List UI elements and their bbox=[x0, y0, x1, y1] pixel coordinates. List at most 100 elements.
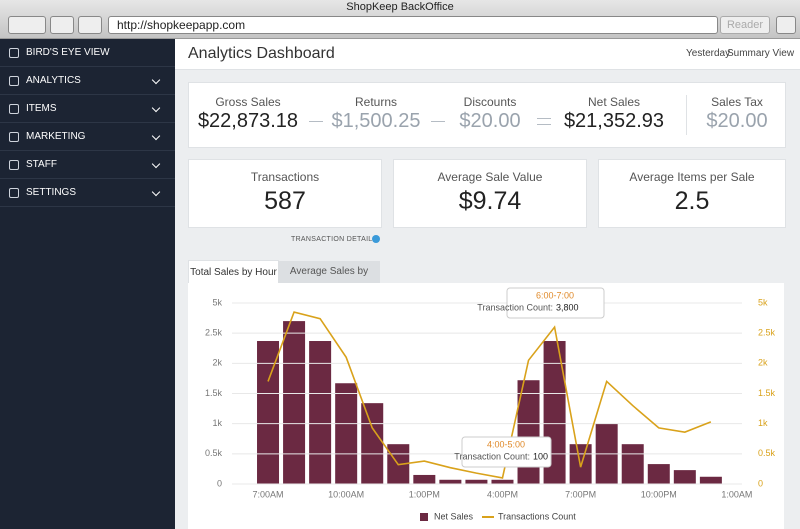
bar bbox=[413, 474, 436, 484]
kpi-value: $9.74 bbox=[458, 187, 522, 215]
nav-icon bbox=[9, 160, 19, 170]
x-tick-label: 10:00AM bbox=[328, 489, 364, 499]
tooltip-label: Transaction Count: bbox=[477, 302, 553, 312]
operator bbox=[537, 124, 551, 125]
y2-tick-label: 0.5k bbox=[758, 448, 776, 458]
y2-tick-label: 1k bbox=[758, 418, 768, 428]
date-picker[interactable]: Yesterday bbox=[663, 48, 730, 59]
y-tick-label: 5k bbox=[212, 297, 222, 307]
bar bbox=[283, 321, 306, 484]
window-title: ShopKeep BackOffice bbox=[346, 1, 454, 13]
kpi-value: 2.5 bbox=[674, 187, 710, 215]
view-picker[interactable]: Summary View bbox=[727, 48, 795, 59]
cloud-button[interactable] bbox=[50, 16, 74, 34]
transaction-detail-link[interactable]: TRANSACTION DETAIL bbox=[291, 236, 373, 243]
nav-icon bbox=[9, 76, 19, 86]
operator bbox=[431, 121, 445, 122]
y-tick-label: 2k bbox=[212, 358, 222, 368]
y2-tick-label: 2k bbox=[758, 358, 768, 368]
legend-label: Net Sales bbox=[434, 511, 474, 521]
operator bbox=[537, 118, 551, 119]
divider bbox=[686, 95, 687, 135]
tooltip-value: 100 bbox=[533, 451, 548, 461]
summary-label: Net Sales bbox=[587, 95, 641, 109]
line bbox=[267, 311, 712, 479]
url-bar[interactable]: http://shopkeepapp.com bbox=[108, 16, 718, 34]
summary-card: Gross Sales $22,873.18 Returns $1,500.25 Dis… bbox=[188, 82, 786, 148]
bar bbox=[699, 476, 722, 484]
summary-value: $1,500.25 bbox=[331, 110, 421, 132]
kpi-value: 587 bbox=[264, 187, 306, 215]
y-tick-label: 1k bbox=[212, 418, 222, 428]
nav-item[interactable]: MARKETING bbox=[0, 123, 175, 151]
x-tick-label: 10:00PM bbox=[641, 489, 677, 499]
bar bbox=[647, 464, 670, 484]
legend-swatch bbox=[420, 513, 428, 521]
nav-icon bbox=[9, 48, 19, 58]
tooltip: 6:00-7:00 Transaction Count: 3,800 bbox=[477, 287, 605, 319]
kpi-card: Average Items per Sale 2.5 bbox=[598, 159, 786, 228]
sidebar: BIRD'S EYE VIEW ANALYTICS ITEMS MARKETING ST… bbox=[0, 39, 175, 529]
bar bbox=[491, 479, 514, 484]
y2-tick-label: 0 bbox=[758, 478, 763, 488]
nav-item[interactable]: STAFF bbox=[0, 151, 175, 179]
summary-value: $20.00 bbox=[706, 110, 768, 132]
nav-icon bbox=[9, 104, 19, 114]
kpi-label: Average Sale Value bbox=[437, 170, 543, 184]
summary-label: Discounts bbox=[463, 95, 517, 109]
kpi-card: Average Sale Value $9.74 bbox=[393, 159, 587, 228]
tooltip-value: 3,800 bbox=[556, 302, 579, 312]
summary-label: Gross Sales bbox=[215, 95, 281, 109]
tab-active[interactable]: Total Sales by Hour bbox=[188, 260, 279, 284]
kpi-label: Transactions bbox=[250, 170, 320, 184]
kpi-label: Average Items per Sale bbox=[629, 170, 755, 184]
bar bbox=[439, 479, 462, 484]
y-tick-label: 0 bbox=[217, 478, 222, 488]
x-tick-label: 1:00PM bbox=[409, 489, 440, 499]
detail-icon[interactable] bbox=[372, 235, 380, 243]
tooltip-title: 4:00-5:00 bbox=[487, 439, 525, 449]
bar bbox=[361, 403, 384, 484]
nav-item[interactable]: SETTINGS bbox=[0, 179, 175, 207]
summary-value: $21,352.93 bbox=[563, 110, 665, 132]
share-button[interactable] bbox=[78, 16, 102, 34]
operator bbox=[309, 121, 323, 122]
tooltip-title: 6:00-7:00 bbox=[536, 290, 574, 300]
bar bbox=[621, 444, 644, 484]
y2-tick-label: 1.5k bbox=[758, 388, 776, 398]
tooltip-label: Transaction Count: bbox=[454, 451, 530, 461]
nav-item[interactable]: BIRD'S EYE VIEW bbox=[0, 39, 175, 67]
chart: Transactions Count Net Sales 1:00AM 10:00PM… bbox=[188, 283, 784, 529]
y-tick-label: 0.5k bbox=[205, 448, 223, 458]
reader-button[interactable]: Reader bbox=[720, 16, 770, 34]
y-tick-label: 2.5k bbox=[205, 328, 223, 338]
x-tick-label: 7:00AM bbox=[253, 489, 284, 499]
tab[interactable]: Average Sales by Hour bbox=[278, 261, 380, 299]
url: http://shopkeepapp.com bbox=[117, 18, 246, 32]
legend-label: Transactions Count bbox=[498, 511, 576, 521]
nav-item[interactable]: ANALYTICS bbox=[0, 67, 175, 95]
x-tick-label: 7:00PM bbox=[565, 489, 596, 499]
summary-value: $20.00 bbox=[459, 110, 521, 132]
nav-icon bbox=[9, 132, 19, 142]
y2-tick-label: 2.5k bbox=[758, 328, 776, 338]
y-tick-label: 1.5k bbox=[205, 388, 223, 398]
bar bbox=[465, 479, 488, 484]
extension-button[interactable] bbox=[776, 16, 796, 34]
summary-value: $22,873.18 bbox=[197, 110, 299, 132]
nav-item[interactable]: ITEMS bbox=[0, 95, 175, 123]
bar bbox=[309, 341, 332, 484]
nav-icon bbox=[9, 188, 19, 198]
page-title: Analytics Dashboard bbox=[188, 45, 335, 62]
nav-buttons[interactable] bbox=[8, 16, 46, 34]
kpi-card: Transactions 587 bbox=[188, 159, 382, 228]
bar bbox=[257, 341, 280, 484]
bar bbox=[673, 470, 696, 484]
x-tick-label: 4:00PM bbox=[487, 489, 518, 499]
browser-chrome: ShopKeep BackOffice http://shopkeepapp.c… bbox=[0, 0, 800, 39]
summary-label: Sales Tax bbox=[711, 95, 763, 109]
summary-label: Returns bbox=[354, 95, 398, 109]
x-tick-label: 1:00AM bbox=[721, 489, 752, 499]
header-bar: Analytics Dashboard Yesterday Summary Vi… bbox=[175, 39, 800, 70]
